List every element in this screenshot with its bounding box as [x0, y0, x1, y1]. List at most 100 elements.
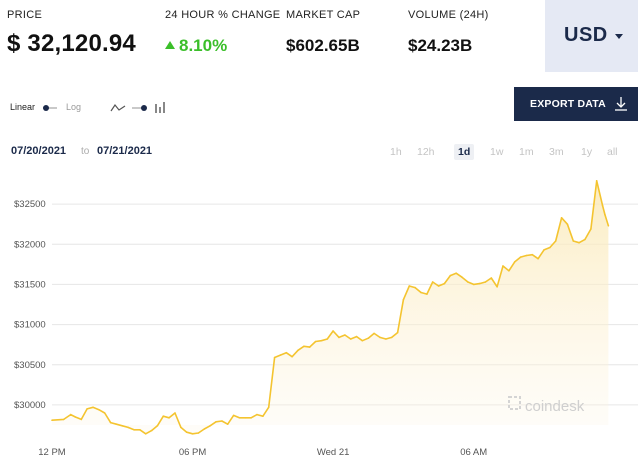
data-point: [560, 217, 563, 219]
period-3m[interactable]: 3m: [549, 146, 564, 158]
date-range-to[interactable]: 07/21/2021: [97, 145, 153, 157]
data-point: [144, 433, 147, 435]
data-point: [86, 408, 88, 410]
data-point: [326, 338, 329, 340]
data-point: [103, 412, 106, 414]
coindesk-watermark: coindesk: [508, 396, 585, 415]
currency-select[interactable]: USD: [545, 0, 638, 72]
data-point: [431, 281, 434, 283]
data-point: [490, 277, 493, 279]
period-1d[interactable]: 1d: [454, 144, 475, 160]
y-tick-label: $30000: [14, 400, 46, 411]
data-point: [414, 286, 416, 289]
data-point: [197, 432, 200, 434]
data-point: [484, 281, 487, 283]
data-point: [80, 418, 83, 421]
change-label: 24 HOUR % CHANGE: [165, 9, 281, 21]
bar-chart-icon[interactable]: [154, 102, 166, 114]
data-point: [156, 425, 159, 427]
data-point: [607, 225, 610, 227]
data-point: [109, 421, 112, 424]
data-point: [250, 417, 252, 419]
data-point: [262, 415, 264, 418]
data-point: [273, 356, 276, 359]
price-area: [52, 180, 609, 434]
data-point: [543, 249, 545, 251]
data-point: [297, 349, 299, 352]
y-tick-label: $32000: [14, 239, 46, 250]
data-point: [449, 274, 452, 277]
data-point: [150, 429, 153, 432]
data-point: [267, 406, 270, 409]
chart-type-switch-track[interactable]: [132, 107, 146, 109]
data-point: [426, 293, 428, 295]
chevron-down-icon[interactable]: [615, 34, 623, 39]
market-cap-value: $602.65B: [286, 36, 360, 55]
market-cap-label: MARKET CAP: [286, 9, 361, 21]
scale-switch-knob[interactable]: [43, 105, 49, 111]
data-point: [408, 285, 411, 287]
data-point: [390, 336, 393, 339]
data-point: [303, 345, 305, 348]
data-point: [92, 406, 94, 409]
volume-label: VOLUME (24H): [408, 9, 489, 21]
linear-label[interactable]: Linear: [10, 102, 36, 112]
data-point: [127, 426, 129, 429]
data-point: [604, 213, 606, 216]
data-point: [578, 241, 580, 244]
y-tick-label: $31500: [14, 279, 46, 290]
export-data-button[interactable]: EXPORT DATA: [514, 87, 638, 121]
data-point: [595, 180, 598, 182]
period-1h[interactable]: 1h: [390, 146, 402, 158]
data-point: [478, 282, 481, 285]
data-point: [379, 336, 381, 339]
period-12h[interactable]: 12h: [417, 146, 435, 158]
change-value-wrap: 8.10%: [165, 36, 227, 56]
data-point: [508, 270, 510, 272]
line-chart-icon[interactable]: [110, 103, 126, 113]
log-label[interactable]: Log: [66, 102, 82, 112]
data-point: [291, 355, 293, 358]
data-point: [244, 417, 247, 419]
data-point: [133, 429, 135, 431]
data-point: [461, 276, 463, 279]
data-point: [531, 253, 534, 256]
data-point: [285, 351, 288, 354]
data-point: [226, 423, 229, 426]
data-point: [74, 416, 77, 418]
data-point: [121, 425, 124, 427]
data-point: [402, 298, 405, 301]
y-tick-label: $32500: [14, 199, 46, 210]
data-point: [554, 240, 557, 242]
period-all[interactable]: all: [607, 146, 618, 158]
data-point: [232, 414, 235, 417]
x-tick-label: 12 PM: [38, 447, 66, 458]
scale-switch-track[interactable]: [43, 107, 57, 109]
x-tick-label: 06 PM: [179, 447, 207, 458]
data-point: [308, 346, 311, 348]
data-point: [355, 335, 358, 338]
data-point: [373, 332, 375, 335]
data-point: [590, 228, 592, 230]
data-point: [525, 254, 528, 257]
data-point: [69, 413, 72, 416]
data-point: [215, 421, 217, 423]
date-range-from[interactable]: 07/20/2021: [11, 145, 67, 157]
period-1m[interactable]: 1m: [519, 146, 534, 158]
coindesk-logo-icon: [508, 396, 521, 410]
price-value: $ 32,120.94: [7, 30, 136, 57]
data-point: [601, 204, 604, 207]
data-point: [344, 334, 346, 336]
data-point: [537, 257, 539, 260]
chart-type-switch-knob[interactable]: [141, 105, 147, 111]
price-chart[interactable]: coindesk $30000 $30500 $31000 $31500 $32000 $…: [0, 160, 638, 463]
data-point: [279, 354, 282, 356]
data-point: [209, 425, 211, 427]
data-point: [320, 339, 323, 342]
period-1w[interactable]: 1w: [490, 146, 504, 158]
data-point: [519, 256, 522, 258]
up-arrow-icon: [165, 41, 175, 49]
data-point: [385, 338, 387, 340]
data-point: [180, 426, 182, 429]
period-1y[interactable]: 1y: [581, 146, 593, 158]
